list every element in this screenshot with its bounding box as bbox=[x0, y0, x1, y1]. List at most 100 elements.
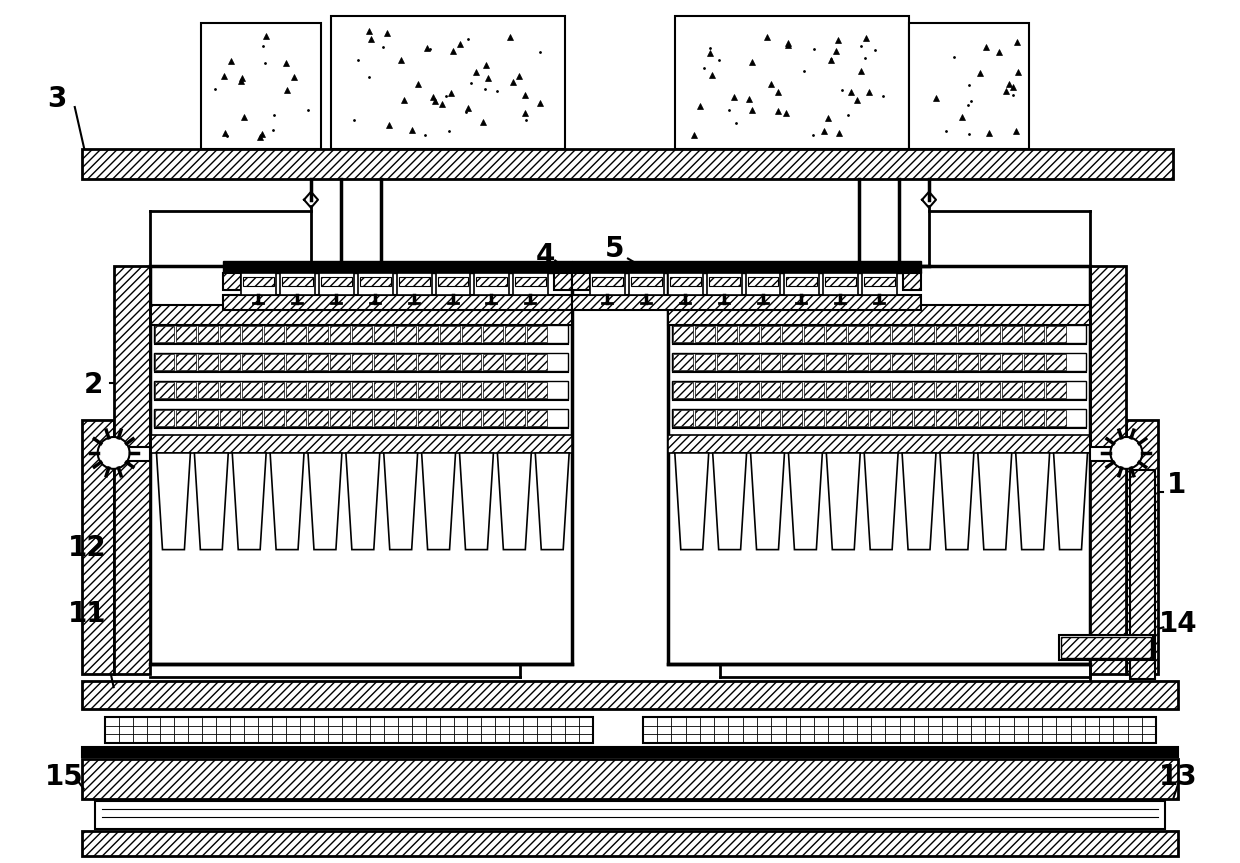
Bar bbox=[1059, 635, 1153, 660]
Bar bbox=[243, 276, 274, 287]
Bar bbox=[826, 326, 846, 343]
Bar bbox=[914, 382, 934, 398]
Bar bbox=[221, 326, 241, 343]
Bar bbox=[286, 354, 306, 370]
Bar bbox=[745, 273, 780, 295]
Bar bbox=[396, 410, 415, 426]
Polygon shape bbox=[270, 453, 304, 550]
Bar bbox=[823, 273, 858, 295]
Polygon shape bbox=[1016, 453, 1049, 550]
Bar bbox=[848, 382, 868, 398]
Text: 13: 13 bbox=[1159, 763, 1198, 791]
Bar bbox=[709, 276, 739, 287]
Bar bbox=[668, 306, 1090, 325]
Bar bbox=[201, 23, 321, 149]
Bar bbox=[782, 354, 802, 370]
Text: 5: 5 bbox=[605, 235, 625, 262]
Bar bbox=[694, 326, 714, 343]
Bar bbox=[82, 759, 1178, 799]
Polygon shape bbox=[156, 453, 191, 550]
Bar bbox=[673, 410, 693, 426]
Bar bbox=[176, 382, 196, 398]
Bar bbox=[527, 326, 547, 343]
Bar bbox=[739, 354, 759, 370]
Bar bbox=[440, 410, 460, 426]
Bar bbox=[476, 276, 507, 287]
Bar bbox=[739, 382, 759, 398]
Bar bbox=[760, 354, 780, 370]
Polygon shape bbox=[497, 453, 531, 550]
Bar bbox=[959, 354, 978, 370]
Bar bbox=[782, 410, 802, 426]
Bar bbox=[399, 276, 429, 287]
Bar bbox=[870, 354, 890, 370]
Bar bbox=[959, 382, 978, 398]
Bar bbox=[590, 273, 625, 295]
Bar bbox=[864, 276, 895, 287]
Bar bbox=[760, 382, 780, 398]
Bar bbox=[484, 382, 503, 398]
Bar bbox=[242, 273, 277, 295]
Bar bbox=[286, 326, 306, 343]
Bar bbox=[154, 325, 568, 343]
Bar bbox=[513, 273, 548, 295]
Bar bbox=[782, 326, 802, 343]
Bar bbox=[936, 382, 956, 398]
Bar bbox=[373, 326, 394, 343]
Bar bbox=[155, 410, 175, 426]
Bar bbox=[785, 273, 820, 295]
Bar bbox=[506, 410, 526, 426]
Bar bbox=[1126, 420, 1158, 674]
Bar bbox=[870, 382, 890, 398]
Bar bbox=[554, 273, 572, 291]
Bar bbox=[440, 326, 460, 343]
Bar bbox=[668, 273, 703, 295]
Bar bbox=[892, 326, 913, 343]
Bar bbox=[739, 326, 759, 343]
Bar bbox=[739, 410, 759, 426]
Polygon shape bbox=[864, 453, 898, 550]
Polygon shape bbox=[826, 453, 861, 550]
Polygon shape bbox=[940, 453, 973, 550]
Polygon shape bbox=[1054, 453, 1087, 550]
Bar bbox=[1045, 382, 1065, 398]
Bar bbox=[396, 326, 415, 343]
Bar bbox=[330, 354, 350, 370]
Bar bbox=[104, 717, 593, 743]
Bar bbox=[707, 273, 742, 295]
Bar bbox=[221, 354, 241, 370]
Bar bbox=[264, 382, 284, 398]
Text: 11: 11 bbox=[67, 601, 105, 628]
Polygon shape bbox=[713, 453, 746, 550]
Bar bbox=[572, 261, 921, 273]
Bar bbox=[1131, 469, 1156, 679]
Bar bbox=[527, 410, 547, 426]
Bar bbox=[826, 276, 857, 287]
Bar bbox=[308, 354, 327, 370]
Bar bbox=[826, 382, 846, 398]
Bar bbox=[748, 276, 779, 287]
Bar bbox=[198, 326, 218, 343]
Bar bbox=[461, 382, 481, 398]
Polygon shape bbox=[346, 453, 379, 550]
Bar bbox=[176, 410, 196, 426]
Bar bbox=[805, 326, 825, 343]
Bar bbox=[242, 354, 262, 370]
Bar bbox=[264, 354, 284, 370]
Bar bbox=[805, 354, 825, 370]
Bar bbox=[848, 410, 868, 426]
Text: 3: 3 bbox=[47, 85, 67, 113]
Bar bbox=[892, 410, 913, 426]
Bar bbox=[286, 382, 306, 398]
Bar bbox=[150, 435, 572, 453]
Bar bbox=[675, 16, 909, 149]
Bar bbox=[668, 435, 1090, 453]
Bar bbox=[308, 382, 327, 398]
Bar bbox=[373, 382, 394, 398]
Bar bbox=[673, 382, 693, 398]
Bar bbox=[418, 382, 438, 398]
Bar bbox=[82, 420, 114, 674]
Bar bbox=[396, 354, 415, 370]
Bar bbox=[670, 276, 701, 287]
Text: 2: 2 bbox=[84, 371, 103, 400]
